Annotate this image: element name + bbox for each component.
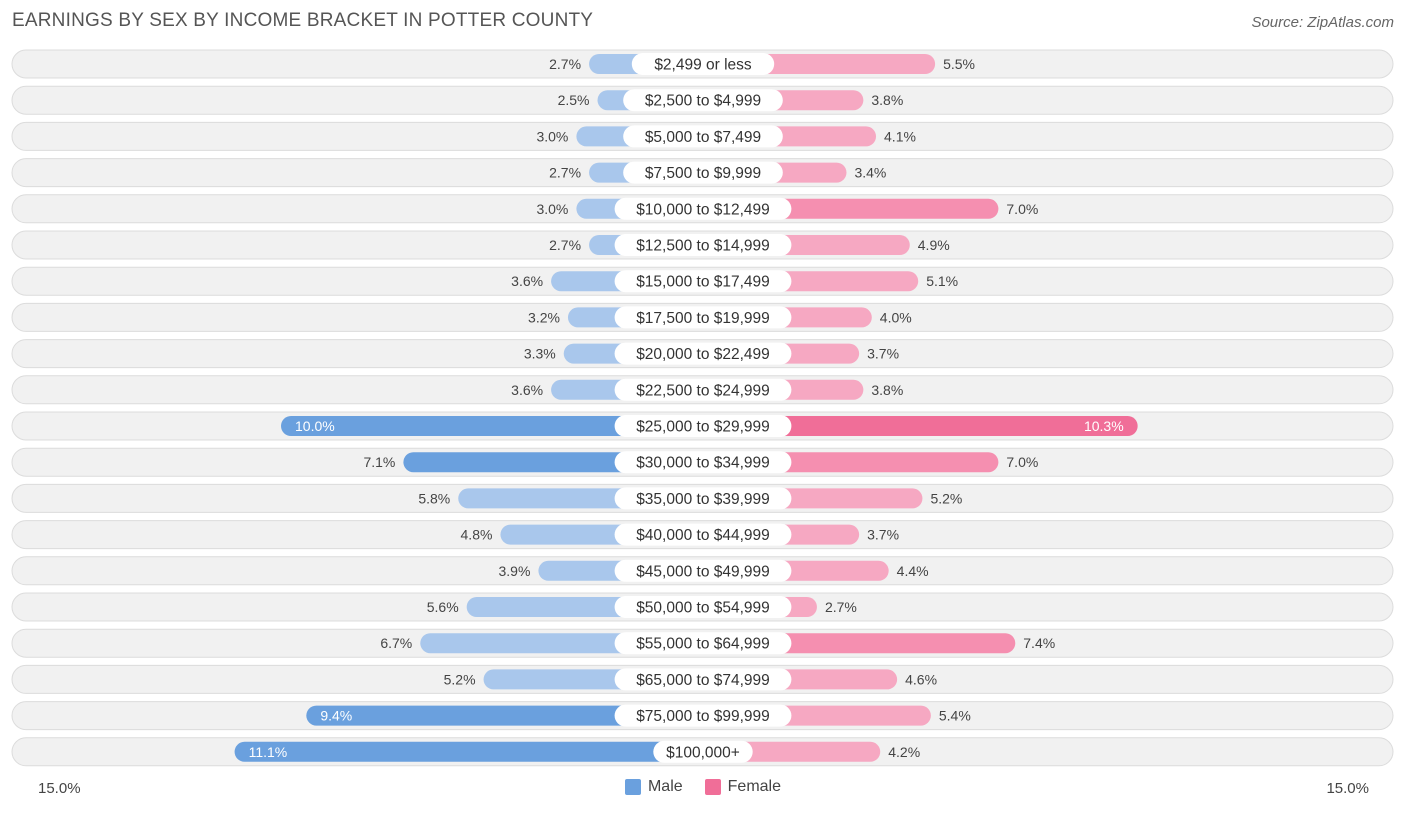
category-label: $25,000 to $29,999	[636, 419, 770, 436]
category-label-pill	[614, 559, 792, 582]
value-label-female: 7.0%	[1006, 454, 1038, 470]
value-label-female: 4.2%	[888, 744, 920, 760]
value-label-male: 3.0%	[536, 128, 568, 144]
value-label-male: 5.2%	[444, 671, 476, 687]
value-label-male: 5.8%	[418, 490, 450, 506]
value-label-female: 7.4%	[1023, 635, 1055, 651]
category-label-pill	[614, 415, 792, 437]
bar-male	[281, 416, 703, 436]
category-label-pill	[614, 378, 792, 401]
category-label-pill	[614, 668, 792, 691]
legend-label-female: Female	[727, 778, 782, 795]
bar-male	[234, 741, 703, 762]
male-swatch-icon	[624, 779, 641, 795]
value-label-male: 11.1%	[249, 744, 288, 760]
value-label-female: 5.2%	[930, 490, 962, 506]
category-label-pill	[623, 89, 783, 112]
category-label-pill	[614, 306, 792, 329]
value-label-male: 2.7%	[549, 165, 581, 181]
source-credit: Source: ZipAtlas.com	[1251, 14, 1394, 31]
bar-female	[703, 416, 1138, 436]
category-label-pill	[614, 270, 792, 293]
category-label-pill	[614, 234, 792, 256]
axis-min-label: 15.0%	[38, 780, 81, 797]
value-label-female: 4.9%	[918, 237, 950, 253]
value-label-male: 2.7%	[549, 56, 581, 72]
category-label-pill	[614, 704, 792, 727]
value-label-male: 3.2%	[528, 309, 560, 325]
value-label-female: 4.1%	[884, 128, 916, 144]
value-label-female: 2.7%	[825, 599, 857, 615]
category-label-pill	[653, 740, 753, 763]
value-label-female: 3.7%	[867, 346, 899, 362]
value-label-female: 3.4%	[854, 165, 886, 181]
category-label: $35,000 to $39,999	[636, 491, 770, 508]
legend-item-male[interactable]: Male	[624, 778, 683, 796]
value-label-female: 4.4%	[897, 563, 929, 579]
category-label: $100,000+	[666, 744, 740, 761]
category-label: $50,000 to $54,999	[636, 600, 770, 617]
value-label-female: 5.1%	[926, 273, 958, 289]
category-label-pill	[614, 451, 792, 474]
category-label: $40,000 to $44,999	[636, 527, 770, 544]
value-label-male: 9.4%	[320, 708, 352, 724]
category-label-pill	[614, 487, 792, 510]
category-label: $55,000 to $64,999	[636, 636, 770, 653]
value-label-female: 4.6%	[905, 671, 937, 687]
category-label-pill	[623, 125, 783, 148]
category-label: $17,500 to $19,999	[636, 310, 770, 327]
legend: Male Female	[0, 778, 1406, 796]
category-label-pill	[614, 197, 792, 220]
axis-max-label: 15.0%	[1326, 780, 1369, 797]
value-label-female: 5.5%	[943, 56, 975, 72]
legend-label-male: Male	[647, 778, 683, 795]
category-label: $2,500 to $4,999	[645, 93, 761, 110]
category-label-pill	[614, 596, 792, 618]
value-label-male: 2.7%	[549, 237, 581, 253]
value-label-male: 7.1%	[363, 454, 395, 470]
value-label-female: 4.0%	[880, 309, 912, 325]
category-label: $12,500 to $14,999	[636, 238, 770, 255]
category-label-pill	[631, 53, 775, 75]
value-label-male: 3.0%	[536, 201, 568, 217]
value-label-female: 5.4%	[939, 708, 971, 724]
category-label-pill	[614, 632, 792, 655]
category-label-pill	[614, 342, 792, 365]
category-label-pill	[623, 161, 783, 184]
category-label: $15,000 to $17,499	[636, 274, 770, 291]
category-label: $75,000 to $99,999	[636, 708, 770, 725]
category-label: $2,499 or less	[654, 57, 752, 74]
category-label: $30,000 to $34,999	[636, 455, 770, 472]
category-label: $5,000 to $7,499	[645, 129, 761, 146]
category-label: $20,000 to $22,499	[636, 346, 770, 363]
value-label-male: 3.6%	[511, 273, 543, 289]
legend-item-female[interactable]: Female	[704, 778, 782, 796]
value-label-male: 5.6%	[427, 599, 459, 615]
value-label-female: 7.0%	[1006, 201, 1038, 217]
value-label-female: 3.8%	[871, 382, 903, 398]
category-label-pill	[614, 523, 792, 546]
category-label: $22,500 to $24,999	[636, 382, 770, 399]
chart-title: EARNINGS BY SEX BY INCOME BRACKET IN POT…	[12, 10, 594, 31]
value-label-male: 2.5%	[558, 92, 590, 108]
value-label-female: 3.8%	[871, 92, 903, 108]
value-label-female: 10.3%	[1084, 418, 1124, 434]
value-label-female: 3.7%	[867, 527, 899, 543]
bar-male	[306, 705, 703, 726]
value-label-male: 3.9%	[498, 563, 530, 579]
value-label-male: 6.7%	[380, 635, 412, 651]
female-swatch-icon	[704, 779, 721, 795]
value-label-male: 10.0%	[295, 418, 335, 434]
category-label: $7,500 to $9,999	[645, 165, 761, 182]
value-label-male: 3.6%	[511, 382, 543, 398]
category-label: $45,000 to $49,999	[636, 563, 770, 580]
value-label-male: 3.3%	[524, 346, 556, 362]
category-label: $65,000 to $74,999	[636, 672, 770, 689]
category-label: $10,000 to $12,499	[636, 201, 770, 218]
value-label-male: 4.8%	[461, 527, 493, 543]
